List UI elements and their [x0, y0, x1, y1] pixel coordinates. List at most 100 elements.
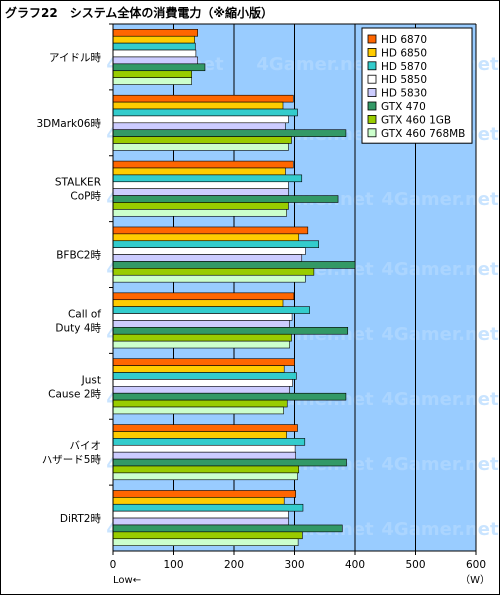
bar-7-0	[112, 490, 297, 498]
x-tick-label-0: 0	[110, 559, 117, 571]
legend-swatch-4	[367, 88, 377, 97]
legend-swatch-0	[367, 34, 377, 44]
watermark-0-1: 4Gamer.net	[256, 54, 374, 75]
bar-0-2	[112, 42, 196, 51]
bar-3-0	[112, 226, 309, 235]
bar-2-1	[112, 167, 286, 176]
bar-2-5	[112, 195, 339, 203]
bar-6-1	[112, 431, 287, 439]
bar-5-5	[112, 392, 347, 401]
watermark-7-2: 4Gamer.net	[381, 519, 499, 540]
bar-4-7	[112, 340, 290, 349]
bar-1-6	[112, 136, 292, 144]
bar-7-5	[112, 524, 343, 533]
legend-label-4: HD 5830	[381, 88, 427, 100]
bar-5-4	[112, 386, 290, 394]
legend-label-0: HD 6870	[381, 34, 427, 46]
bar-2-4	[112, 188, 289, 196]
bar-1-1	[112, 101, 284, 110]
bar-0-3	[112, 49, 197, 58]
bar-0-7	[112, 77, 192, 85]
category-label-0-0: アイドル時	[49, 52, 101, 64]
watermark-6-2: 4Gamer.net	[381, 454, 499, 475]
category-label-5-0: Just	[81, 374, 101, 386]
legend-label-1: HD 6850	[381, 47, 427, 59]
category-label-6-1: ハザード5時	[42, 454, 102, 466]
bar-4-6	[112, 333, 292, 342]
category-label-6-0: バイオ	[70, 440, 102, 452]
bar-2-3	[112, 181, 289, 189]
bar-4-3	[112, 313, 293, 321]
bar-3-1	[112, 233, 300, 242]
x-tick-label-400: 400	[345, 559, 365, 571]
bar-6-0	[112, 424, 298, 432]
watermark-3-2: 4Gamer.net	[381, 259, 499, 280]
x-tick-label-200: 200	[224, 559, 244, 571]
x-tick-label-600: 600	[466, 559, 486, 571]
bar-1-5	[112, 129, 347, 137]
bar-5-1	[112, 365, 285, 373]
bar-1-2	[112, 108, 298, 117]
bar-3-5	[112, 261, 356, 269]
x-tick-label-500: 500	[405, 559, 425, 571]
legend-label-6: GTX 460 1GB	[381, 114, 451, 126]
bar-3-6	[112, 268, 315, 276]
legend-label-7: GTX 460 768MB	[381, 128, 465, 140]
category-label-5-1: Cause 2時	[48, 388, 101, 400]
legend-swatch-6	[367, 115, 377, 124]
low-note: Low←	[113, 575, 141, 586]
unit-label: （W）	[460, 574, 490, 586]
bar-4-1	[112, 299, 284, 307]
bar-6-4	[112, 451, 297, 460]
bar-7-7	[112, 538, 299, 546]
legend-label-2: HD 5870	[381, 61, 427, 73]
bar-2-0	[112, 160, 294, 169]
bar-5-6	[112, 399, 288, 408]
x-tick-label-100: 100	[163, 559, 183, 571]
bar-6-3	[112, 444, 296, 453]
legend-box	[361, 27, 473, 144]
bar-5-3	[112, 379, 293, 387]
x-tick-label-300: 300	[284, 559, 304, 571]
legend-swatch-1	[367, 48, 377, 57]
category-label-4-0: Call of	[68, 308, 101, 320]
bar-4-2	[112, 306, 310, 314]
bar-0-1	[112, 35, 195, 44]
bar-0-6	[112, 70, 192, 78]
bar-4-5	[112, 327, 349, 335]
bar-6-7	[112, 472, 298, 481]
chart-title: グラフ22 システム全体の消費電力（※縮小版）	[5, 6, 274, 20]
bar-7-1	[112, 497, 285, 505]
bar-3-4	[112, 254, 303, 262]
legend-swatch-7	[367, 128, 377, 138]
bar-0-0	[112, 29, 198, 37]
bar-6-2	[112, 438, 306, 446]
bar-5-0	[112, 358, 295, 366]
bar-6-6	[112, 465, 300, 474]
category-label-7-0: DiRT2時	[60, 513, 102, 525]
bar-0-5	[112, 63, 206, 72]
legend-label-5: GTX 470	[381, 101, 426, 113]
legend-swatch-2	[367, 61, 377, 71]
bar-2-7	[112, 209, 287, 217]
watermark-4-2: 4Gamer.net	[381, 324, 499, 345]
bar-1-7	[112, 143, 289, 151]
bar-4-0	[112, 292, 295, 301]
bar-0-4	[112, 56, 198, 65]
category-label-1-0: 3DMark06時	[36, 118, 101, 130]
bar-3-3	[112, 247, 306, 255]
category-label-2-1: CoP時	[70, 191, 101, 203]
bar-5-2	[112, 372, 297, 380]
legend-swatch-3	[367, 74, 377, 84]
bar-1-0	[112, 94, 294, 103]
category-label-4-1: Duty 4時	[55, 322, 101, 334]
category-label-3-0: BFBC2時	[56, 250, 101, 262]
bar-5-7	[112, 406, 284, 415]
category-label-2-0: STALKER	[55, 177, 101, 189]
bar-1-4	[112, 122, 286, 131]
bar-1-3	[112, 115, 289, 124]
legend-swatch-5	[367, 101, 377, 111]
legend-label-3: HD 5850	[381, 74, 427, 86]
bar-7-6	[112, 531, 303, 540]
